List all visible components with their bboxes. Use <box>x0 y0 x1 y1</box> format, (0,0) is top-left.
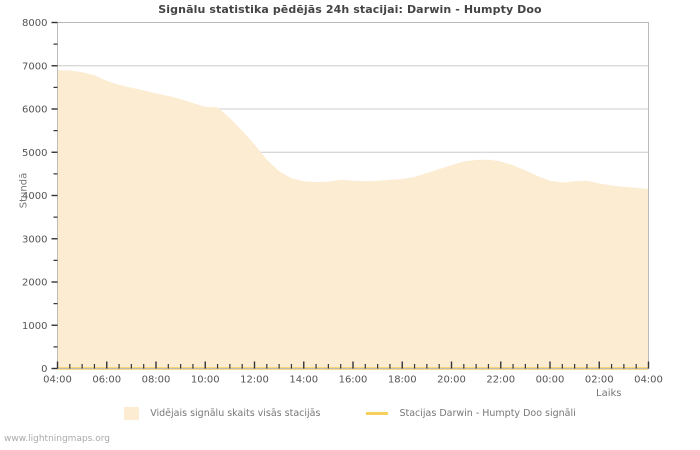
svg-text:06:00: 06:00 <box>92 375 121 386</box>
svg-text:6000: 6000 <box>22 105 47 116</box>
svg-text:2000: 2000 <box>22 278 47 289</box>
x-axis-label: Laiks <box>596 388 622 399</box>
svg-text:5000: 5000 <box>22 148 47 159</box>
svg-text:10:00: 10:00 <box>191 375 220 386</box>
legend-item-label: Vidējais signālu skaits visās stacijās <box>150 408 321 419</box>
chart-legend: Vidējais signālu skaits visās stacijās S… <box>0 407 700 420</box>
legend-item-average[interactable]: Vidējais signālu skaits visās stacijās <box>124 407 320 420</box>
site-credit: www.lightningmaps.org <box>4 434 110 444</box>
svg-text:12:00: 12:00 <box>240 375 269 386</box>
svg-text:4000: 4000 <box>22 191 47 202</box>
svg-text:04:00: 04:00 <box>43 375 72 386</box>
y-axis-label: Stundā <box>18 172 30 209</box>
svg-text:1000: 1000 <box>22 321 47 332</box>
svg-text:0: 0 <box>41 364 47 375</box>
svg-text:04:00: 04:00 <box>634 375 663 386</box>
svg-text:3000: 3000 <box>22 234 47 245</box>
svg-text:7000: 7000 <box>22 61 47 72</box>
svg-text:16:00: 16:00 <box>339 375 368 386</box>
legend-item-label: Stacijas Darwin - Humpty Doo signāli <box>399 408 576 419</box>
svg-text:8000: 8000 <box>22 18 47 29</box>
svg-text:08:00: 08:00 <box>142 375 171 386</box>
svg-text:00:00: 00:00 <box>536 375 565 386</box>
svg-text:22:00: 22:00 <box>486 375 515 386</box>
svg-text:20:00: 20:00 <box>437 375 466 386</box>
legend-area-swatch-icon <box>124 407 140 420</box>
svg-text:18:00: 18:00 <box>388 375 417 386</box>
chart-title: Signālu statistika pēdējās 24h stacijai:… <box>158 3 542 16</box>
svg-text:14:00: 14:00 <box>289 375 318 386</box>
svg-text:02:00: 02:00 <box>585 375 614 386</box>
legend-item-station[interactable]: Stacijas Darwin - Humpty Doo signāli <box>366 408 576 419</box>
legend-line-swatch-icon <box>366 412 389 415</box>
